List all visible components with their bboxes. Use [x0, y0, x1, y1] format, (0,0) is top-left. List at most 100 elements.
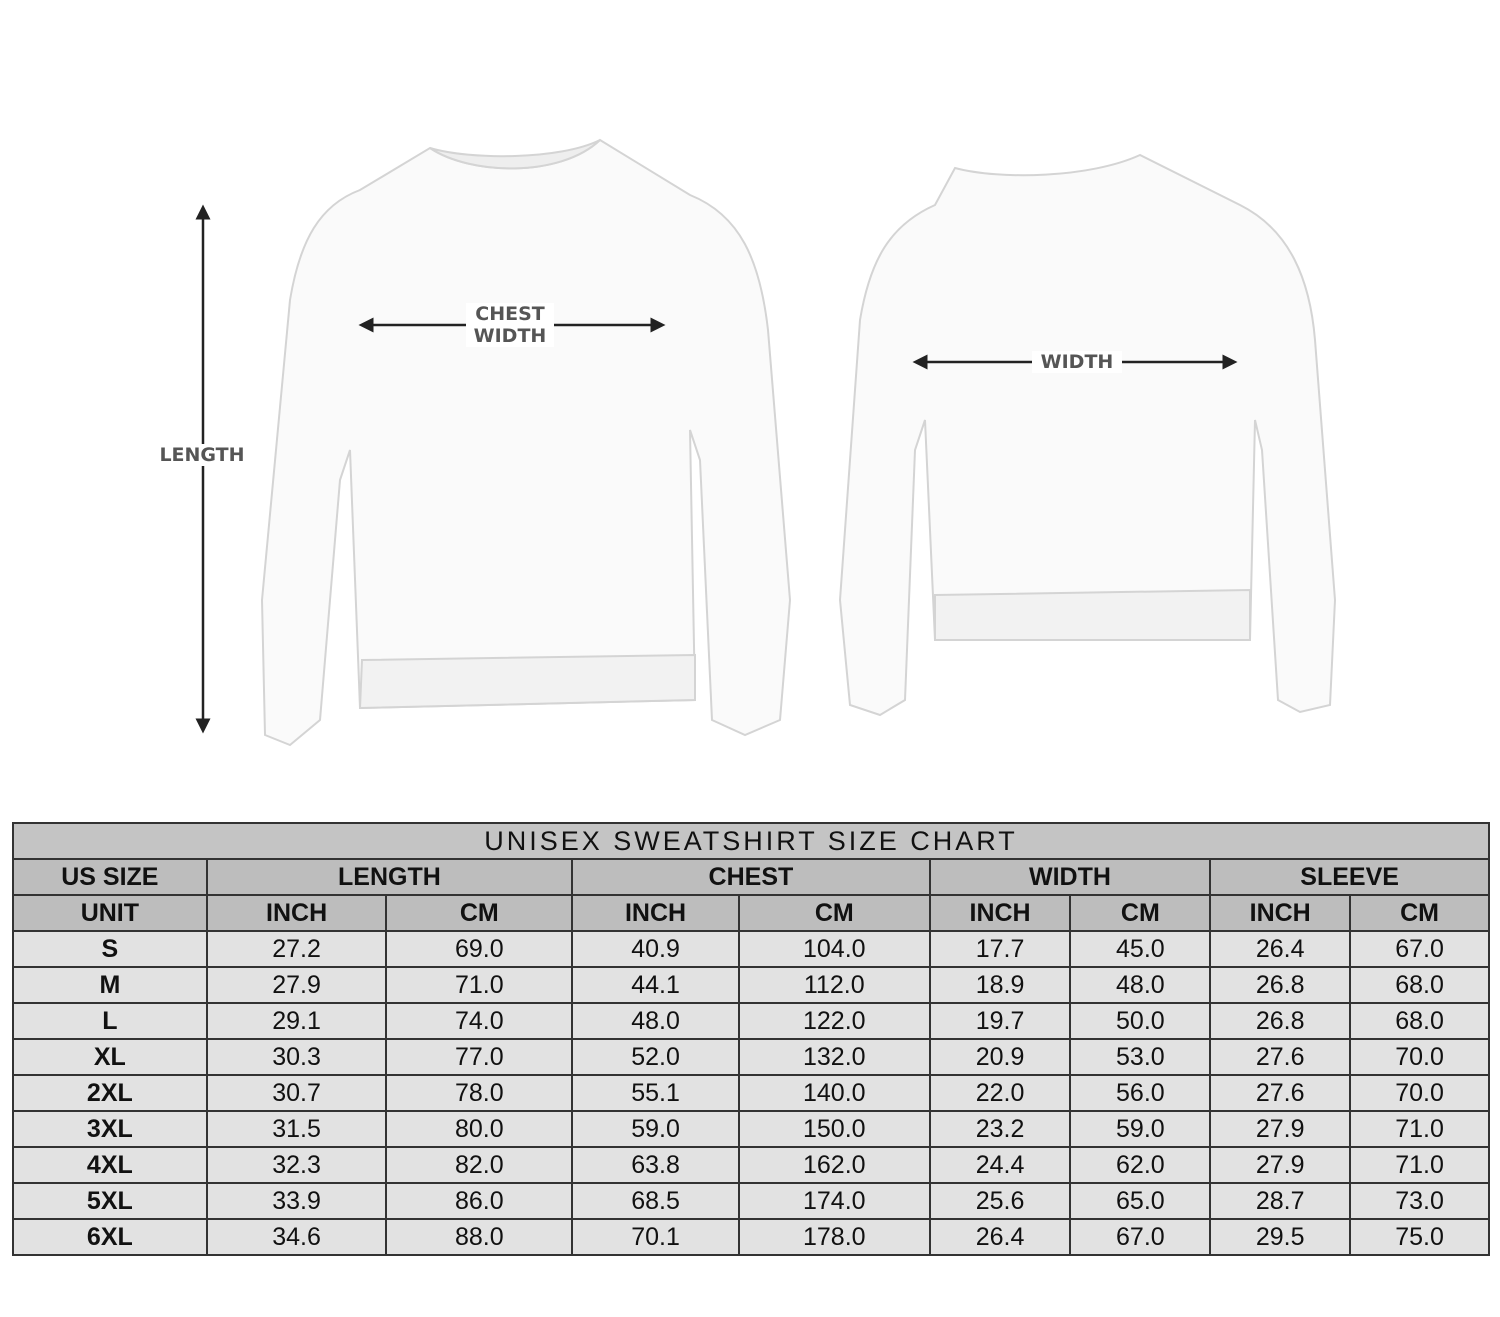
value-cell: 178.0 — [737, 1218, 931, 1256]
value-cell: 68.5 — [571, 1182, 740, 1220]
value-cell: 27.2 — [205, 930, 388, 968]
value-cell: 70.1 — [571, 1218, 740, 1256]
table-row: M 27.9 71.0 44.1 112.0 18.9 48.0 26.8 68.0 — [12, 966, 1490, 1004]
size-cell: 3XL — [12, 1110, 208, 1148]
value-cell: 68.0 — [1349, 1002, 1490, 1040]
value-cell: 74.0 — [385, 1002, 574, 1040]
value-cell: 50.0 — [1069, 1002, 1212, 1040]
value-cell: 27.6 — [1209, 1074, 1352, 1112]
value-cell: 40.9 — [571, 930, 740, 968]
value-cell: 132.0 — [737, 1038, 931, 1076]
value-cell: 174.0 — [737, 1182, 931, 1220]
value-cell: 73.0 — [1349, 1182, 1490, 1220]
value-cell: 23.2 — [928, 1110, 1072, 1148]
value-cell: 88.0 — [385, 1218, 574, 1256]
value-cell: 55.1 — [571, 1074, 740, 1112]
value-cell: 52.0 — [571, 1038, 740, 1076]
value-cell: 77.0 — [385, 1038, 574, 1076]
value-cell: 53.0 — [1069, 1038, 1212, 1076]
value-cell: 31.5 — [205, 1110, 388, 1148]
length-label: LENGTH — [152, 444, 252, 466]
front-sweatshirt — [260, 138, 792, 747]
value-cell: 27.9 — [1209, 1146, 1352, 1184]
size-cell: 2XL — [12, 1074, 208, 1112]
group-header-length: LENGTH — [205, 858, 574, 896]
value-cell: 27.9 — [1209, 1110, 1352, 1148]
value-cell: 68.0 — [1349, 966, 1490, 1004]
value-cell: 45.0 — [1069, 930, 1212, 968]
value-cell: 162.0 — [737, 1146, 931, 1184]
value-cell: 44.1 — [571, 966, 740, 1004]
size-cell: M — [12, 966, 208, 1004]
value-cell: 82.0 — [385, 1146, 574, 1184]
table-row: S 27.2 69.0 40.9 104.0 17.7 45.0 26.4 67.0 — [12, 930, 1490, 968]
value-cell: 63.8 — [571, 1146, 740, 1184]
value-cell: 59.0 — [1069, 1110, 1212, 1148]
group-header-sleeve: SLEEVE — [1209, 858, 1490, 896]
value-cell: 67.0 — [1069, 1218, 1212, 1256]
unit-cell: INCH — [205, 894, 388, 932]
value-cell: 71.0 — [1349, 1110, 1490, 1148]
value-cell: 24.4 — [928, 1146, 1072, 1184]
table-title: UNISEX SWEATSHIRT SIZE CHART — [12, 822, 1490, 860]
value-cell: 26.8 — [1209, 1002, 1352, 1040]
table-row: 5XL 33.9 86.0 68.5 174.0 25.6 65.0 28.7 73.0 — [12, 1182, 1490, 1220]
value-cell: 150.0 — [737, 1110, 931, 1148]
value-cell: 59.0 — [571, 1110, 740, 1148]
value-cell: 71.0 — [385, 966, 574, 1004]
unit-cell: INCH — [928, 894, 1072, 932]
value-cell: 48.0 — [571, 1002, 740, 1040]
value-cell: 25.6 — [928, 1182, 1072, 1220]
size-cell: XL — [12, 1038, 208, 1076]
unit-cell: CM — [1069, 894, 1212, 932]
size-header: US SIZE — [12, 858, 208, 896]
value-cell: 67.0 — [1349, 930, 1490, 968]
table-row: L 29.1 74.0 48.0 122.0 19.7 50.0 26.8 68.0 — [12, 1002, 1490, 1040]
unit-cell: INCH — [571, 894, 740, 932]
value-cell: 17.7 — [928, 930, 1072, 968]
unit-cell: CM — [737, 894, 931, 932]
value-cell: 19.7 — [928, 1002, 1072, 1040]
size-chart-table: UNISEX SWEATSHIRT SIZE CHART US SIZE LEN… — [12, 822, 1490, 1256]
chest-label-line2: WIDTH — [473, 325, 547, 347]
value-cell: 34.6 — [205, 1218, 388, 1256]
value-cell: 71.0 — [1349, 1146, 1490, 1184]
value-cell: 26.8 — [1209, 966, 1352, 1004]
value-cell: 32.3 — [205, 1146, 388, 1184]
value-cell: 26.4 — [928, 1218, 1072, 1256]
unit-header: UNIT — [12, 894, 208, 932]
value-cell: 78.0 — [385, 1074, 574, 1112]
size-cell: S — [12, 930, 208, 968]
value-cell: 69.0 — [385, 930, 574, 968]
value-cell: 20.9 — [928, 1038, 1072, 1076]
value-cell: 80.0 — [385, 1110, 574, 1148]
value-cell: 30.3 — [205, 1038, 388, 1076]
group-header-row: US SIZE LENGTH CHEST WIDTH SLEEVE — [12, 858, 1490, 896]
width-label: WIDTH — [1032, 351, 1122, 373]
value-cell: 28.7 — [1209, 1182, 1352, 1220]
chest-width-label: CHEST WIDTH — [466, 303, 554, 347]
back-sweatshirt — [838, 153, 1337, 717]
size-cell: L — [12, 1002, 208, 1040]
table-row: 2XL 30.7 78.0 55.1 140.0 22.0 56.0 27.6 70.0 — [12, 1074, 1490, 1112]
unit-cell: CM — [385, 894, 574, 932]
size-cell: 5XL — [12, 1182, 208, 1220]
value-cell: 65.0 — [1069, 1182, 1212, 1220]
group-header-width: WIDTH — [928, 858, 1212, 896]
size-cell: 6XL — [12, 1218, 208, 1256]
value-cell: 70.0 — [1349, 1074, 1490, 1112]
value-cell: 29.1 — [205, 1002, 388, 1040]
table-row: 4XL 32.3 82.0 63.8 162.0 24.4 62.0 27.9 71.0 — [12, 1146, 1490, 1184]
value-cell: 122.0 — [737, 1002, 931, 1040]
value-cell: 27.6 — [1209, 1038, 1352, 1076]
value-cell: 27.9 — [205, 966, 388, 1004]
table-row: XL 30.3 77.0 52.0 132.0 20.9 53.0 27.6 70.0 — [12, 1038, 1490, 1076]
chest-label-line1: CHEST — [475, 303, 545, 325]
value-cell: 29.5 — [1209, 1218, 1352, 1256]
value-cell: 30.7 — [205, 1074, 388, 1112]
value-cell: 86.0 — [385, 1182, 574, 1220]
value-cell: 75.0 — [1349, 1218, 1490, 1256]
size-cell: 4XL — [12, 1146, 208, 1184]
table-row: 3XL 31.5 80.0 59.0 150.0 23.2 59.0 27.9 71.0 — [12, 1110, 1490, 1148]
